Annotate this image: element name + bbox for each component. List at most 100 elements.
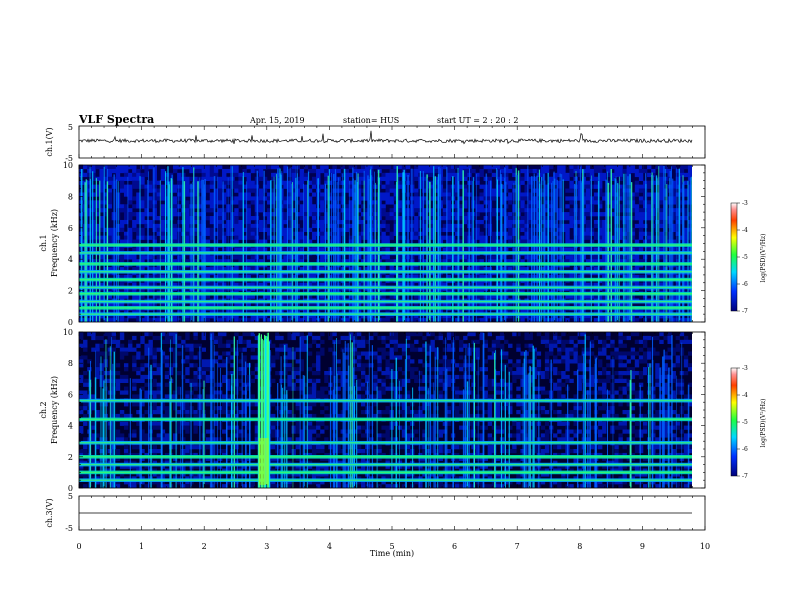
spectrogram-cell — [602, 172, 607, 178]
spectrogram-cell — [140, 367, 145, 372]
spectrogram-cell — [479, 192, 484, 197]
spectrogram-cell — [299, 212, 305, 217]
spectrogram-cell — [467, 165, 472, 170]
spectrogram-cell — [647, 235, 652, 240]
spectrogram-cell — [111, 165, 117, 170]
spectrogram-cell — [487, 176, 493, 181]
spectrogram-cell — [95, 351, 100, 356]
spectrogram-cell — [205, 168, 211, 174]
spectrogram-cell — [238, 200, 243, 205]
spectrogram-cell — [647, 282, 652, 287]
spectrogram-cell — [291, 294, 296, 299]
spectrogram-cell — [136, 172, 141, 178]
spectrogram-cell — [536, 188, 542, 193]
spectrogram-cell — [238, 231, 243, 236]
spectrogram-cell — [385, 223, 390, 229]
spectrogram-cell — [148, 219, 153, 225]
ch1-ytick-label: 8 — [68, 192, 73, 201]
spectrogram-cell — [287, 192, 292, 197]
spectrogram-cell — [324, 235, 329, 240]
spectrogram-cell — [360, 231, 366, 236]
ch1-ytick-label: 0 — [68, 318, 73, 327]
spectrogram-cell — [164, 219, 170, 225]
spectrogram-cell — [544, 310, 550, 315]
no-data-area — [692, 165, 705, 322]
spectrogram-cell — [508, 168, 513, 174]
spectrogram-cell — [356, 310, 362, 315]
spectrogram-cell — [520, 318, 525, 322]
spectrogram-cell — [320, 200, 325, 205]
spectrogram-cell — [479, 172, 484, 178]
spectrogram-cell — [140, 318, 145, 322]
spectrogram-cell — [144, 433, 149, 438]
spectrogram-cell — [107, 168, 112, 174]
spectrogram-cell — [422, 184, 427, 189]
spectrogram-cell — [185, 200, 190, 205]
spectrogram-cell — [348, 235, 354, 240]
spectrogram-cell — [622, 318, 627, 322]
spectrogram-cell — [99, 180, 104, 185]
spectrogram-cell — [520, 223, 525, 229]
spectrogram-cell — [463, 282, 468, 287]
spectrogram-cell — [148, 355, 153, 360]
spectrogram-cell — [123, 456, 129, 461]
spectrogram-cell — [197, 247, 202, 252]
spectrogram-cell — [234, 247, 239, 252]
spectrogram-cell — [614, 165, 619, 170]
spectrogram-cell — [585, 318, 591, 322]
spectrogram-cell — [160, 274, 166, 280]
spectrogram-cell — [679, 318, 685, 322]
spectrogram-cell — [107, 204, 112, 209]
spectrogram-cell — [487, 208, 493, 213]
spectrogram-cell — [610, 302, 615, 307]
spectrogram-cell — [328, 216, 333, 221]
spectrogram-cell — [197, 255, 202, 260]
spectrogram-cell — [299, 180, 305, 185]
spectrogram-cell — [585, 247, 591, 252]
spectrogram-cell — [544, 239, 550, 244]
spectrogram-cell — [152, 294, 157, 299]
spectrogram-cell — [193, 231, 198, 236]
spectrogram-cell — [119, 259, 125, 264]
spectrogram-cell — [475, 227, 480, 233]
spectrogram-cell — [671, 196, 676, 201]
spectrogram-cell — [491, 314, 497, 319]
spectrogram-cell — [213, 282, 219, 287]
spectrogram-cell — [217, 259, 223, 264]
spectrogram-cell — [140, 216, 145, 221]
spectrogram-cell — [593, 212, 599, 217]
spectrogram-cell — [177, 196, 182, 201]
spectrogram-cell — [213, 223, 219, 229]
spectrogram-cell — [262, 282, 268, 287]
spectrogram-cell — [360, 204, 366, 209]
spectrogram-cell — [185, 274, 190, 280]
spectrogram-cell — [565, 188, 570, 193]
spectrogram-cell — [324, 314, 329, 319]
spectrogram-cell — [585, 192, 591, 197]
spectrogram-cell — [540, 227, 546, 233]
spectrogram-cell — [91, 302, 96, 307]
spectrogram-cell — [119, 176, 125, 181]
spectrogram-cell — [144, 188, 149, 193]
spectrogram-cell — [569, 294, 574, 299]
spectrogram-cell — [262, 176, 268, 181]
spectrogram-cell — [123, 235, 129, 240]
spectrogram-cell — [553, 200, 558, 205]
spectrogram-cell — [389, 314, 394, 319]
spectrogram-cell — [602, 192, 607, 197]
spectrogram-cell — [271, 235, 276, 240]
spectrogram-cell — [528, 216, 533, 221]
spectrogram-cell — [512, 310, 517, 315]
spectrogram-cell — [271, 200, 276, 205]
spectrogram-cell — [659, 180, 664, 185]
spectrogram-cell — [266, 165, 272, 170]
spectrogram-cell — [283, 227, 288, 233]
spectrogram-cell — [177, 310, 182, 315]
spectrogram-cell — [283, 219, 288, 225]
spectrogram-cell — [348, 259, 354, 264]
spectrogram-cell — [246, 188, 251, 193]
spectrogram-cell — [414, 267, 419, 272]
spectrogram-cell — [164, 192, 170, 197]
spectrogram-cell — [123, 445, 129, 450]
spectrogram-cell — [201, 168, 206, 174]
